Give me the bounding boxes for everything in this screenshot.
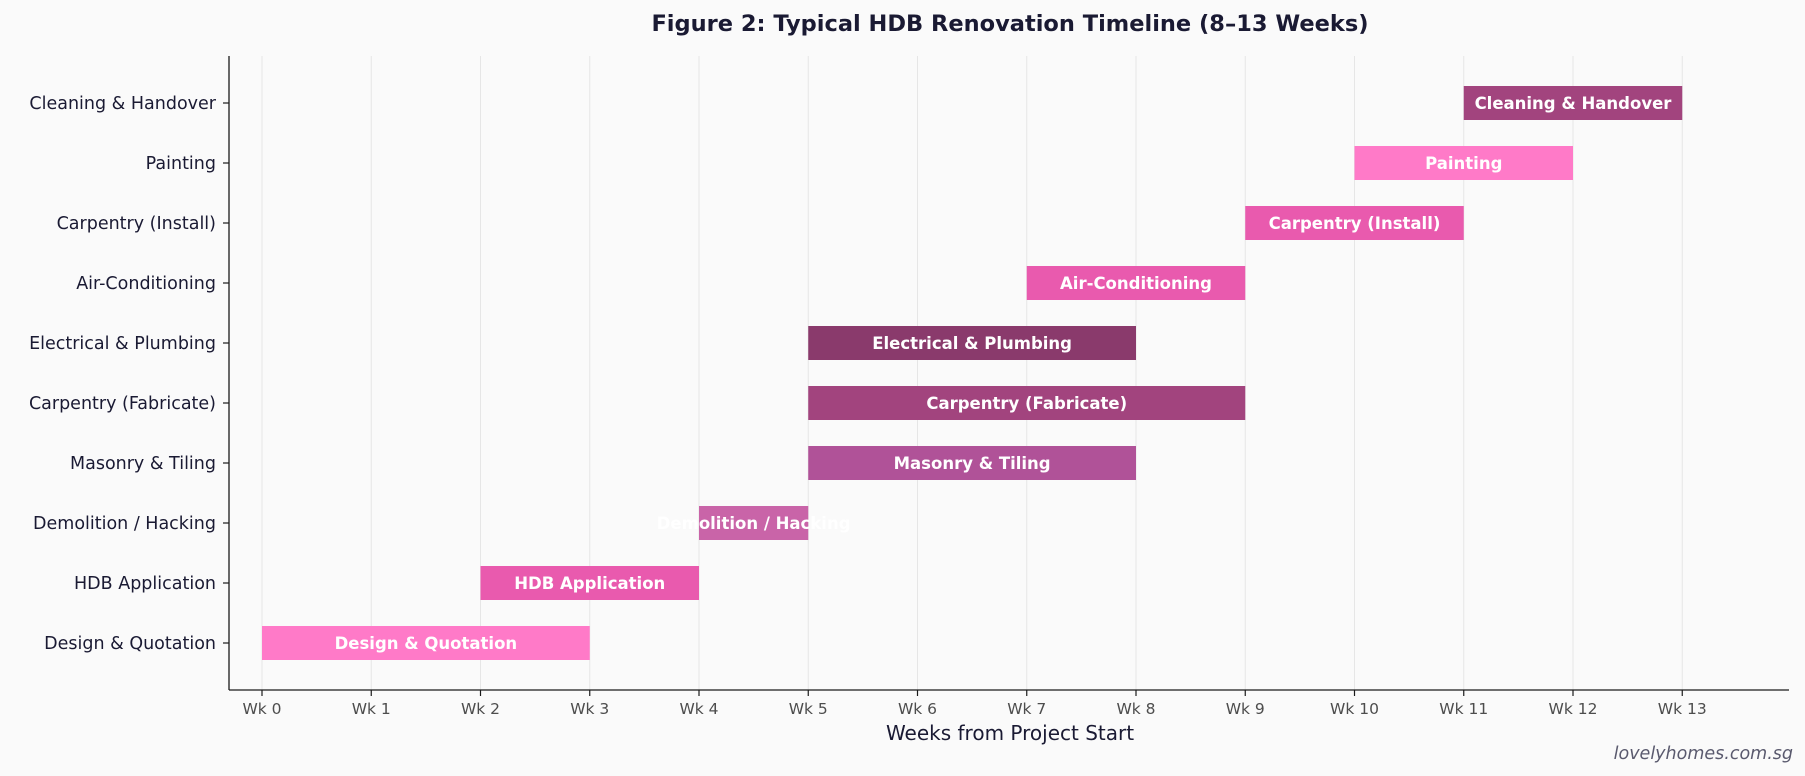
task-bar-label: Design & Quotation (335, 634, 518, 653)
x-tick-label: Wk 2 (461, 700, 500, 718)
task-bar (480, 566, 699, 600)
watermark-text: lovelyhomes.com.sg (1614, 744, 1793, 764)
task-bar-label: HDB Application (514, 574, 665, 593)
y-tick-label: Carpentry (Fabricate) (29, 394, 216, 414)
task-bar-label: Carpentry (Install) (1269, 214, 1441, 233)
y-tick-label: Painting (146, 154, 216, 174)
task-bar-label: Carpentry (Fabricate) (926, 394, 1127, 413)
y-tick-label: Masonry & Tiling (70, 454, 216, 474)
y-tick-label: Cleaning & Handover (29, 94, 216, 114)
x-tick-label: Wk 13 (1658, 700, 1707, 718)
x-tick-label: Wk 9 (1226, 700, 1265, 718)
task-bar-label: Electrical & Plumbing (872, 334, 1072, 353)
y-tick-label: Carpentry (Install) (57, 214, 216, 234)
task-bar (1463, 86, 1683, 120)
x-tick-label: Wk 11 (1439, 700, 1488, 718)
chart-title: Figure 2: Typical HDB Renovation Timelin… (651, 11, 1368, 37)
task-bar (1026, 266, 1246, 300)
x-axis-label: Weeks from Project Start (886, 721, 1134, 745)
task-bar-label: Cleaning & Handover (1475, 94, 1673, 113)
task-bar-label: Air-Conditioning (1060, 274, 1212, 293)
task-bar-label: Painting (1425, 154, 1502, 173)
y-tick-label: Design & Quotation (44, 634, 216, 654)
task-bar (1354, 146, 1573, 180)
bar-labels: Design & Quotation HDB Application Demolit… (335, 94, 1673, 653)
y-tick-label: HDB Application (74, 574, 216, 594)
x-tick-label: Wk 5 (789, 700, 828, 718)
task-bar (808, 446, 1136, 480)
task-bar (1245, 206, 1464, 240)
task-bar (699, 506, 809, 540)
task-bar-label: Masonry & Tiling (894, 454, 1051, 473)
axes (228, 56, 1789, 691)
y-tick-label: Demolition / Hacking (33, 514, 216, 534)
x-tick-label: Wk 7 (1007, 700, 1046, 718)
y-tick-labels: Design & Quotation HDB Application Demolit… (29, 94, 229, 654)
x-tick-label: Wk 1 (352, 700, 391, 718)
x-tick-label: Wk 3 (570, 700, 609, 718)
bars (262, 86, 1683, 660)
x-tick-labels: Wk 0 Wk 1 Wk 2 Wk 3 Wk 4 Wk 5 Wk 6 Wk 7 Wk 8 Wk 9… (242, 690, 1707, 718)
x-tick-label: Wk 4 (679, 700, 718, 718)
x-tick-label: Wk 0 (242, 700, 281, 718)
x-tick-label: Wk 10 (1330, 700, 1379, 718)
task-bar-label: Demolition / Hacking (657, 514, 851, 533)
y-tick-label: Electrical & Plumbing (29, 334, 216, 354)
task-bar (808, 326, 1136, 360)
task-bar (808, 386, 1246, 420)
x-tick-label: Wk 12 (1549, 700, 1598, 718)
x-tick-label: Wk 8 (1116, 700, 1155, 718)
x-tick-label: Wk 6 (898, 700, 937, 718)
task-bar (262, 626, 590, 660)
y-tick-label: Air-Conditioning (76, 274, 216, 294)
